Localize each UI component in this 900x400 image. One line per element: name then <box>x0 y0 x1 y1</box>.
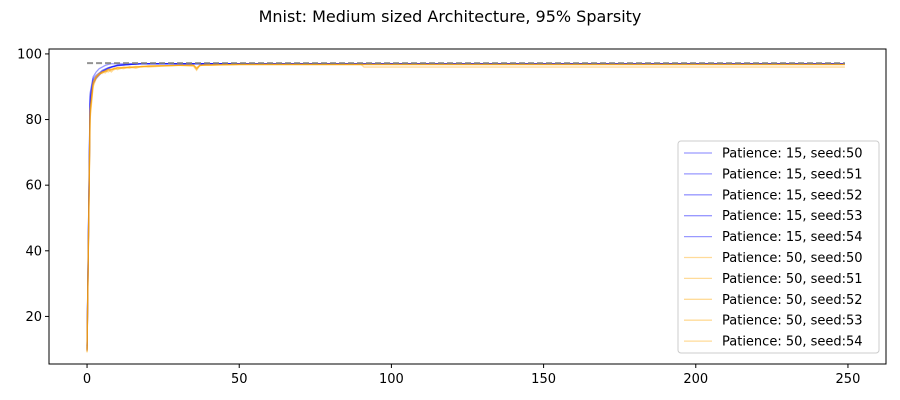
legend-entry-9: Patience: 50, seed:53 <box>722 314 863 329</box>
series-line-10 <box>86 63 845 350</box>
series-line-1 <box>86 63 845 350</box>
legend: Patience: 15, seed:50 Patience: 15, seed:… <box>677 140 880 354</box>
chart-title: Mnist: Medium sized Architecture, 95% Sp… <box>259 7 642 26</box>
series-line-8 <box>86 63 845 350</box>
legend-entry-4: Patience: 15, seed:53 <box>722 209 863 224</box>
x-tick-label: 250 <box>836 372 861 387</box>
series-line-2 <box>86 63 845 350</box>
series-line-6 <box>86 63 845 353</box>
axes: 0 50 100 150 200 250 20 40 60 80 100 <box>17 47 887 387</box>
axes-frame <box>48 48 887 365</box>
legend-entry-8: Patience: 50, seed:52 <box>722 293 863 308</box>
x-tick-label: 50 <box>231 372 248 387</box>
plot-area <box>86 62 845 353</box>
x-tick-label: 150 <box>531 372 556 387</box>
legend-entry-5: Patience: 15, seed:54 <box>722 230 863 245</box>
legend-box <box>677 140 880 354</box>
x-tick-label: 100 <box>379 372 404 387</box>
legend-entry-10: Patience: 50, seed:54 <box>722 335 863 350</box>
y-tick-label: 20 <box>25 310 42 325</box>
series-line-5 <box>86 63 845 346</box>
series-line-7 <box>86 63 845 351</box>
x-tick-label: 0 <box>83 372 91 387</box>
legend-entry-2: Patience: 15, seed:51 <box>722 167 863 182</box>
y-tick-label: 100 <box>17 47 42 62</box>
series-line-9 <box>86 63 845 352</box>
legend-entry-7: Patience: 50, seed:51 <box>722 272 863 287</box>
series-line-4 <box>86 63 845 351</box>
legend-entry-3: Patience: 15, seed:52 <box>722 188 863 203</box>
y-tick-label: 60 <box>25 179 42 194</box>
x-tick-label: 200 <box>683 372 708 387</box>
series-line-3 <box>86 63 845 348</box>
y-tick-label: 40 <box>25 244 42 259</box>
legend-entry-6: Patience: 50, seed:50 <box>722 251 863 266</box>
legend-entry-1: Patience: 15, seed:50 <box>722 147 863 162</box>
y-tick-label: 80 <box>25 113 42 128</box>
